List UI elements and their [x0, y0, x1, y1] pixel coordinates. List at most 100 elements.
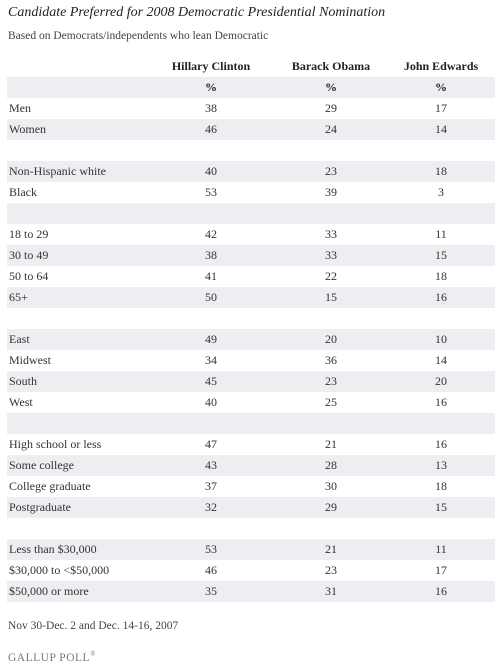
value-cell: 15 [435, 500, 447, 514]
value-cell: 3 [438, 185, 444, 199]
column-header-edwards: John Edwards [403, 59, 479, 73]
value-cell: 20 [435, 374, 447, 388]
value-cell: 25 [325, 395, 337, 409]
table-row: West 40 25 16 [7, 392, 495, 413]
row-label: Women [9, 122, 47, 136]
registered-mark: ® [90, 650, 96, 658]
value-cell: 39 [325, 185, 337, 199]
value-cell: 36 [325, 353, 337, 367]
value-cell: 40 [205, 164, 217, 178]
value-cell: 33 [325, 248, 337, 262]
row-label: East [9, 332, 30, 346]
value-cell: 46 [205, 122, 217, 136]
value-cell: 49 [205, 332, 217, 346]
row-label: South [9, 374, 38, 388]
unit-label: % [325, 80, 337, 94]
value-cell: 34 [205, 353, 217, 367]
gallup-poll-logo: GALLUP POLL® [8, 650, 96, 664]
table-row: 50 to 64 41 22 18 [7, 266, 495, 287]
group-spacer [7, 203, 495, 224]
value-cell: 17 [435, 101, 447, 115]
value-cell: 16 [435, 584, 447, 598]
unit-row: % % % [7, 77, 495, 98]
chart-title: Candidate Preferred for 2008 Democratic … [8, 5, 386, 20]
value-cell: 29 [325, 500, 337, 514]
value-cell: 53 [205, 185, 217, 199]
value-cell: 18 [435, 269, 447, 283]
value-cell: 43 [205, 458, 217, 472]
group-spacer [7, 518, 495, 539]
row-label: Midwest [9, 353, 51, 367]
value-cell: 14 [435, 122, 447, 136]
row-label: 50 to 64 [9, 269, 49, 283]
value-cell: 29 [325, 101, 337, 115]
row-label: 18 to 29 [9, 227, 49, 241]
row-label: College graduate [9, 479, 91, 493]
table-row: $30,000 to <$50,000 46 23 17 [7, 560, 495, 581]
value-cell: 38 [205, 101, 217, 115]
value-cell: 28 [325, 458, 337, 472]
value-cell: 24 [325, 122, 337, 136]
value-cell: 38 [205, 248, 217, 262]
group-spacer [7, 308, 495, 329]
footnote-dates: Nov 30-Dec. 2 and Dec. 14-16, 2007 [8, 620, 179, 632]
table-row: Men 38 29 17 [7, 98, 495, 119]
row-label: $50,000 or more [9, 584, 89, 598]
table-row: Some college 43 28 13 [7, 455, 495, 476]
table-row: Women 46 24 14 [7, 119, 495, 140]
value-cell: 42 [205, 227, 217, 241]
value-cell: 18 [435, 479, 447, 493]
results-table: Hillary Clinton Barack Obama John Edward… [7, 56, 495, 602]
row-label: West [9, 395, 33, 409]
row-label: Postgraduate [9, 500, 71, 514]
table-row: College graduate 37 30 18 [7, 476, 495, 497]
value-cell: 47 [205, 437, 217, 451]
chart-subtitle: Based on Democrats/independents who lean… [8, 30, 269, 42]
value-cell: 10 [435, 332, 447, 346]
table-row: 18 to 29 42 33 11 [7, 224, 495, 245]
value-cell: 20 [325, 332, 337, 346]
value-cell: 50 [205, 290, 217, 304]
unit-label: % [435, 80, 447, 94]
value-cell: 15 [435, 248, 447, 262]
value-cell: 31 [325, 584, 337, 598]
value-cell: 23 [325, 164, 337, 178]
table-row: Non-Hispanic white 40 23 18 [7, 161, 495, 182]
row-label: Men [9, 101, 31, 115]
value-cell: 23 [325, 374, 337, 388]
table-body: Men 38 29 17 Women 46 24 14 Non-Hispanic white 40… [7, 98, 495, 602]
unit-label: % [205, 80, 217, 94]
table-row: Less than $30,000 53 21 11 [7, 539, 495, 560]
table-row: 65+ 50 15 16 [7, 287, 495, 308]
value-cell: 11 [435, 227, 447, 241]
value-cell: 46 [205, 563, 217, 577]
value-cell: 16 [435, 290, 447, 304]
value-cell: 35 [205, 584, 217, 598]
table-row: 30 to 49 38 33 15 [7, 245, 495, 266]
row-label: Black [9, 185, 37, 199]
row-label: High school or less [9, 437, 102, 451]
column-header-obama: Barack Obama [291, 59, 371, 73]
logo-text: GALLUP POLL [8, 651, 91, 664]
value-cell: 14 [435, 353, 447, 367]
value-cell: 37 [205, 479, 217, 493]
row-label: 65+ [9, 290, 28, 304]
row-label: 30 to 49 [9, 248, 49, 262]
row-label: Some college [9, 458, 74, 472]
table-row: Postgraduate 32 29 15 [7, 497, 495, 518]
table-row: $50,000 or more 35 31 16 [7, 581, 495, 602]
value-cell: 21 [325, 437, 337, 451]
table-row: South 45 23 20 [7, 371, 495, 392]
value-cell: 40 [205, 395, 217, 409]
value-cell: 18 [435, 164, 447, 178]
value-cell: 30 [325, 479, 337, 493]
header-row: Hillary Clinton Barack Obama John Edward… [7, 56, 495, 77]
value-cell: 15 [325, 290, 337, 304]
value-cell: 21 [325, 542, 337, 556]
value-cell: 41 [205, 269, 217, 283]
value-cell: 13 [435, 458, 447, 472]
value-cell: 23 [325, 563, 337, 577]
value-cell: 16 [435, 395, 447, 409]
value-cell: 11 [435, 542, 447, 556]
value-cell: 33 [325, 227, 337, 241]
